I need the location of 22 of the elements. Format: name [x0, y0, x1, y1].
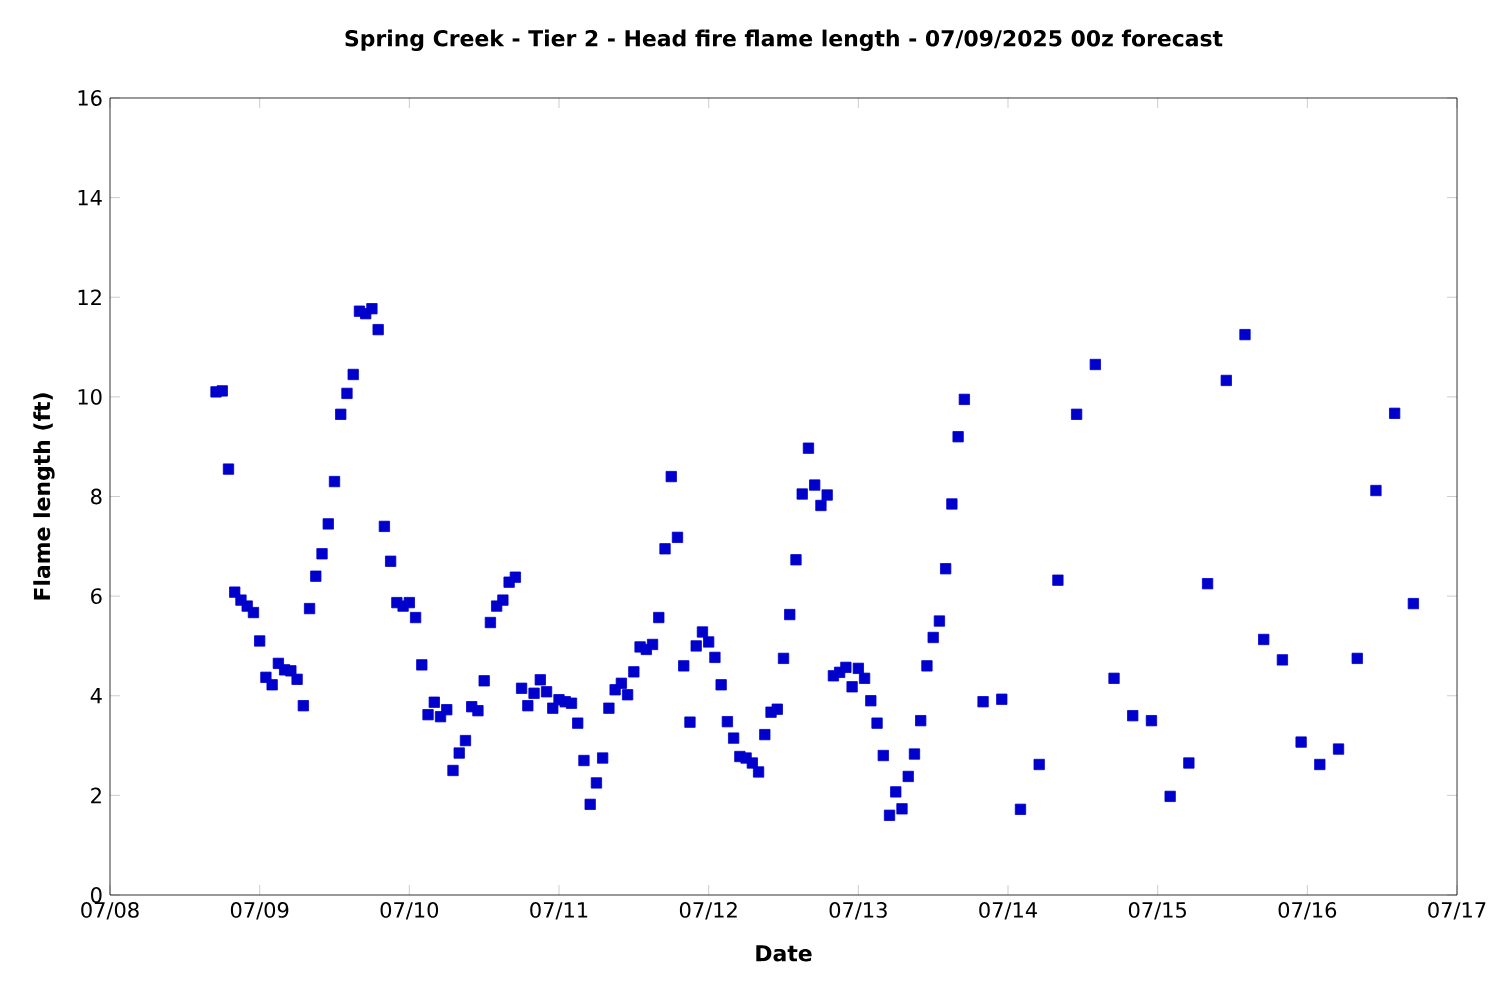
x-tick-label: 07/17: [1428, 902, 1486, 920]
y-tick-label: 16: [78, 90, 102, 106]
y-axis-title: Flame length (ft): [33, 393, 55, 600]
y-tick-label: 6: [91, 588, 102, 605]
y-tick-label: 10: [78, 388, 102, 405]
x-tick-label: 07/11: [530, 902, 588, 920]
chart-title: Spring Creek - Tier 2 - Head fire flame length - 07/09/2025 00z forecast: [345, 29, 1223, 51]
x-tick-label: 07/08: [81, 902, 139, 920]
y-tick-label: 4: [90, 688, 102, 704]
x-tick-label: 07/12: [679, 902, 737, 920]
x-tick-label: 07/15: [1128, 902, 1186, 920]
y-tick-label: 12: [78, 289, 101, 306]
x-tick-label: 07/09: [230, 902, 289, 920]
x-tick-label: 07/13: [829, 902, 887, 920]
y-tick-label: 2: [91, 787, 101, 804]
y-tick-label: 14: [78, 190, 102, 206]
x-tick-label: 07/14: [979, 902, 1037, 920]
y-tick-label: 0: [91, 887, 102, 903]
x-axis-title: Date: [756, 945, 812, 962]
x-tick-label: 07/16: [1278, 902, 1337, 920]
y-tick-label: 8: [91, 488, 102, 505]
x-tick-label: 07/10: [380, 902, 439, 920]
